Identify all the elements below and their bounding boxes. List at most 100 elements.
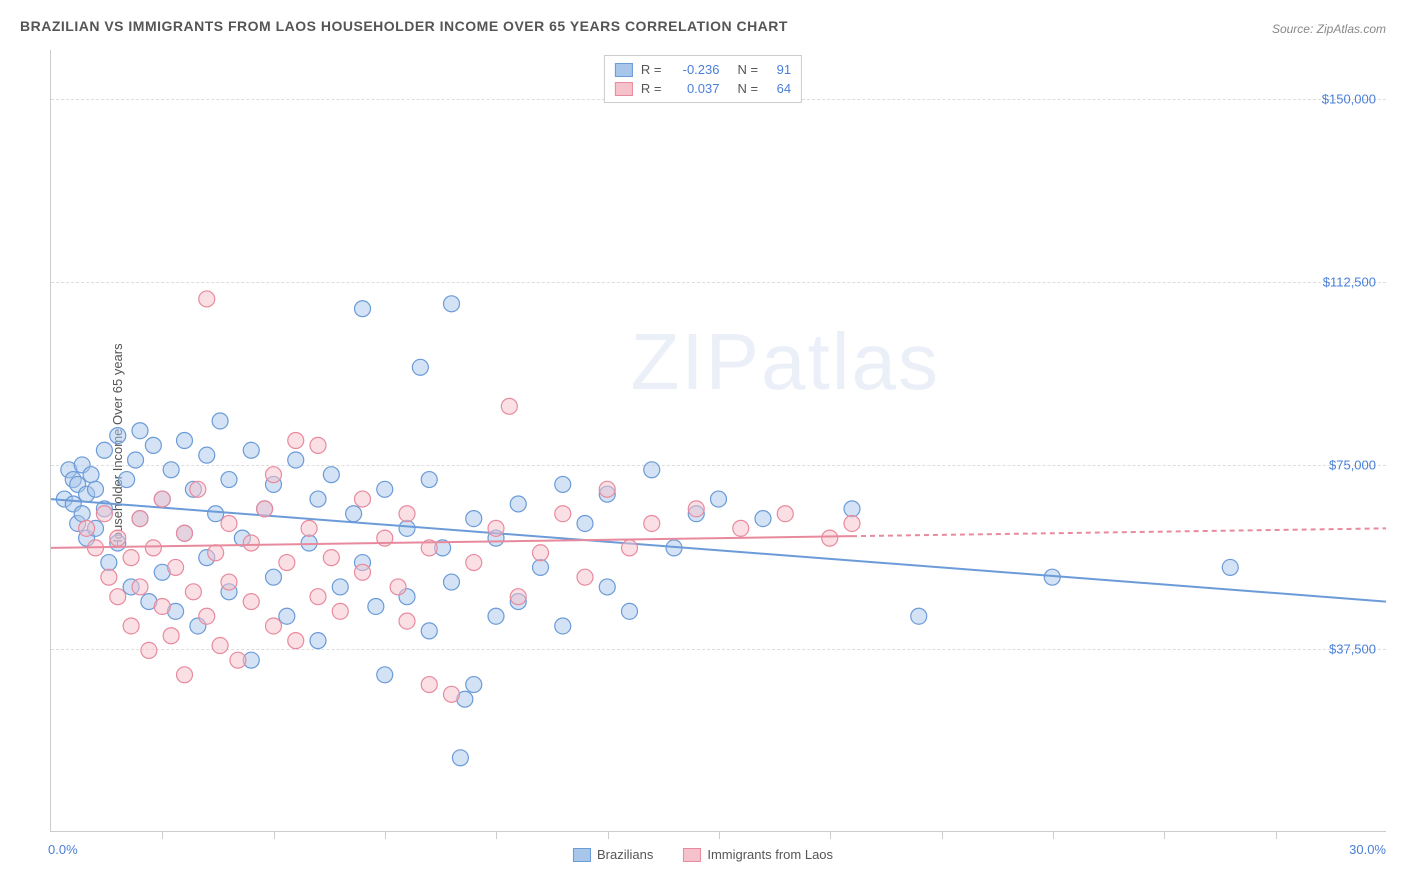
- data-point: [644, 515, 660, 531]
- x-tick: [608, 831, 609, 839]
- data-point: [332, 603, 348, 619]
- legend-series-label: Brazilians: [597, 847, 653, 862]
- data-point: [555, 618, 571, 634]
- data-point: [119, 472, 135, 488]
- data-point: [221, 472, 237, 488]
- data-point: [399, 613, 415, 629]
- data-point: [132, 423, 148, 439]
- scatter-plot-svg: [51, 50, 1386, 831]
- data-point: [110, 589, 126, 605]
- data-point: [79, 520, 95, 536]
- stat-r-label: R =: [641, 62, 662, 77]
- data-point: [346, 506, 362, 522]
- data-point: [533, 545, 549, 561]
- data-point: [132, 511, 148, 527]
- data-point: [412, 359, 428, 375]
- data-point: [243, 442, 259, 458]
- data-point: [488, 608, 504, 624]
- x-tick-label: 0.0%: [48, 842, 78, 857]
- data-point: [577, 569, 593, 585]
- legend-stat-row: R = -0.236 N = 91: [615, 60, 791, 79]
- stat-n-value: 64: [766, 81, 791, 96]
- plot-area: ZIPatlas $37,500$75,000$112,500$150,000: [50, 50, 1386, 832]
- data-point: [145, 540, 161, 556]
- legend-swatch: [683, 848, 701, 862]
- data-point: [243, 594, 259, 610]
- data-point: [190, 481, 206, 497]
- data-point: [377, 481, 393, 497]
- data-point: [177, 525, 193, 541]
- data-point: [221, 574, 237, 590]
- stat-r-value: 0.037: [670, 81, 720, 96]
- data-point: [533, 559, 549, 575]
- legend-swatch: [615, 63, 633, 77]
- data-point: [266, 467, 282, 483]
- data-point: [154, 598, 170, 614]
- data-point: [444, 574, 460, 590]
- data-point: [310, 437, 326, 453]
- data-point: [501, 398, 517, 414]
- data-point: [212, 638, 228, 654]
- data-point: [399, 506, 415, 522]
- data-point: [199, 447, 215, 463]
- data-point: [221, 515, 237, 531]
- data-point: [421, 623, 437, 639]
- data-point: [444, 686, 460, 702]
- data-point: [101, 569, 117, 585]
- data-point: [212, 413, 228, 429]
- data-point: [208, 506, 224, 522]
- data-point: [257, 501, 273, 517]
- data-point: [911, 608, 927, 624]
- chart-source: Source: ZipAtlas.com: [1272, 22, 1386, 36]
- data-point: [688, 501, 704, 517]
- data-point: [123, 618, 139, 634]
- legend-swatch: [615, 82, 633, 96]
- x-tick: [274, 831, 275, 839]
- data-point: [555, 476, 571, 492]
- data-point: [488, 520, 504, 536]
- data-point: [323, 550, 339, 566]
- data-point: [466, 677, 482, 693]
- x-tick: [496, 831, 497, 839]
- legend-series-item: Brazilians: [573, 847, 653, 862]
- data-point: [177, 667, 193, 683]
- data-point: [599, 481, 615, 497]
- data-point: [279, 555, 295, 571]
- data-point: [510, 589, 526, 605]
- data-point: [301, 535, 317, 551]
- data-point: [332, 579, 348, 595]
- data-point: [141, 642, 157, 658]
- stat-r-label: R =: [641, 81, 662, 96]
- data-point: [622, 540, 638, 556]
- data-point: [266, 618, 282, 634]
- data-point: [310, 589, 326, 605]
- data-point: [123, 550, 139, 566]
- legend-series-label: Immigrants from Laos: [707, 847, 833, 862]
- data-point: [733, 520, 749, 536]
- x-tick: [942, 831, 943, 839]
- chart-title: BRAZILIAN VS IMMIGRANTS FROM LAOS HOUSEH…: [20, 18, 788, 34]
- stat-n-label: N =: [738, 62, 759, 77]
- data-point: [355, 491, 371, 507]
- data-point: [208, 545, 224, 561]
- data-point: [301, 520, 317, 536]
- x-tick: [385, 831, 386, 839]
- trend-line-dashed: [852, 528, 1386, 536]
- data-point: [555, 506, 571, 522]
- legend-series-item: Immigrants from Laos: [683, 847, 833, 862]
- data-point: [199, 291, 215, 307]
- x-tick: [1276, 831, 1277, 839]
- data-point: [74, 506, 90, 522]
- stat-r-value: -0.236: [670, 62, 720, 77]
- data-point: [168, 559, 184, 575]
- data-point: [644, 462, 660, 478]
- x-tick: [719, 831, 720, 839]
- data-point: [444, 296, 460, 312]
- data-point: [145, 437, 161, 453]
- data-point: [844, 515, 860, 531]
- correlation-legend: R = -0.236 N = 91 R = 0.037 N = 64: [604, 55, 802, 103]
- x-tick: [162, 831, 163, 839]
- data-point: [288, 433, 304, 449]
- data-point: [577, 515, 593, 531]
- series-legend: Brazilians Immigrants from Laos: [573, 847, 833, 862]
